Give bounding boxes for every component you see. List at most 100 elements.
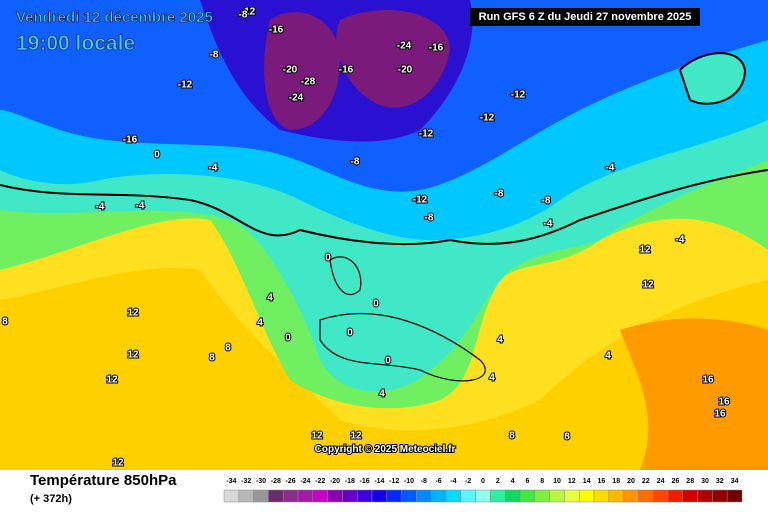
scale-swatch xyxy=(490,489,506,503)
contour-label: 4 xyxy=(497,335,503,346)
scale-swatch xyxy=(564,489,580,503)
scale-label: -34 xyxy=(226,478,236,485)
contour-label: 16 xyxy=(714,409,726,420)
contour-label: 0 xyxy=(385,356,391,367)
scale-label: 32 xyxy=(716,478,724,485)
scale-swatch xyxy=(652,489,669,503)
contour-label: -16 xyxy=(269,25,284,36)
contour-label: -8 xyxy=(239,10,248,21)
contour-label: 0 xyxy=(285,333,291,344)
scale-swatch xyxy=(356,489,373,503)
scale-label: -28 xyxy=(271,478,281,485)
scale-label: 18 xyxy=(612,478,620,485)
scale-label: 20 xyxy=(627,478,635,485)
contour-label: 8 xyxy=(564,432,570,443)
scale-swatch xyxy=(726,489,743,503)
scale-label: -14 xyxy=(374,478,384,485)
contour-label: 12 xyxy=(127,350,139,361)
contour-label: -8 xyxy=(542,196,551,207)
contour-label: 4 xyxy=(267,293,273,304)
contour-label: 0 xyxy=(325,253,331,264)
scale-swatch xyxy=(549,489,565,503)
contour-label: -8 xyxy=(495,189,504,200)
contour-label: 16 xyxy=(718,397,730,408)
scale-label: 4 xyxy=(511,478,515,485)
scale-swatch xyxy=(504,489,521,503)
scale-label: 30 xyxy=(701,478,709,485)
contour-label: -20 xyxy=(283,65,298,76)
contour-label: -12 xyxy=(419,129,434,140)
scale-swatch xyxy=(578,489,595,503)
scale-label: 14 xyxy=(583,478,591,485)
contour-label: 0 xyxy=(154,150,160,161)
contour-label: -4 xyxy=(544,219,553,230)
lead-time: (+ 372h) xyxy=(30,493,72,505)
contour-label: -4 xyxy=(96,202,105,213)
map-time: 19:00 locale xyxy=(16,32,135,55)
scale-swatch xyxy=(593,489,610,503)
scale-label: -10 xyxy=(404,478,414,485)
scale-label: -26 xyxy=(286,478,296,485)
contour-label: -4 xyxy=(209,163,218,174)
contour-label: 16 xyxy=(702,375,714,386)
map: Run GFS 6 Z du Jeudi 27 novembre 2025 Ve… xyxy=(0,0,768,470)
map-labels: -12-16-12-20-24-16-8-8-20-28-24 -16-12-12… xyxy=(1,6,731,470)
contour-label: -8 xyxy=(425,213,434,224)
contour-label: 12 xyxy=(350,431,362,442)
scale-label: -4 xyxy=(450,478,456,485)
contour-label: -8 xyxy=(210,50,219,61)
contour-label: 12 xyxy=(642,280,654,291)
contour-label: 12 xyxy=(112,458,124,469)
contour-label: 8 xyxy=(209,353,215,364)
scale-label: -6 xyxy=(435,478,441,485)
scale-swatch xyxy=(430,489,447,503)
contour-label: -4 xyxy=(136,201,145,212)
contour-label: -12 xyxy=(241,7,256,18)
scale-label: -8 xyxy=(421,478,427,485)
scale-label: -20 xyxy=(330,478,340,485)
scale-swatch xyxy=(460,489,476,503)
contour-label: -24 xyxy=(289,93,304,104)
scale-label: -32 xyxy=(241,478,251,485)
scale-swatch xyxy=(282,489,299,503)
scale-swatch xyxy=(327,489,343,503)
contour-label: 12 xyxy=(639,245,651,256)
extreme-cold-zone xyxy=(264,10,450,130)
variable-name: Température 850hPa xyxy=(30,472,177,489)
coastline xyxy=(319,256,486,382)
contour-label: 12 xyxy=(311,431,323,442)
contour-label: -12 xyxy=(511,90,526,101)
contour-label: -28 xyxy=(301,77,316,88)
run-info: Run GFS 6 Z du Jeudi 27 novembre 2025 xyxy=(479,11,692,23)
contour-label: 8 xyxy=(509,431,515,442)
contour-label: 0 xyxy=(373,299,379,310)
scale-swatch xyxy=(682,489,698,503)
color-scale: -34 -32 -30 -28 -26 -24 -22 -20 -18 -16 -14 -12 -10-… xyxy=(223,478,743,503)
scale-label: 0 xyxy=(481,478,485,485)
contour-label: -12 xyxy=(480,113,495,124)
contour-label: -12 xyxy=(413,195,428,206)
scale-label: 34 xyxy=(731,478,739,485)
scale-swatch xyxy=(371,489,388,503)
scale-label: 10 xyxy=(553,478,561,485)
scale-swatch xyxy=(312,489,328,503)
hot-zone xyxy=(620,318,768,470)
contour-label: 4 xyxy=(605,351,611,362)
scale-swatch xyxy=(519,489,536,503)
scale-swatch xyxy=(342,489,358,503)
scale-swatch xyxy=(386,489,402,503)
scale-label: -22 xyxy=(315,478,325,485)
scale-label: 22 xyxy=(642,478,650,485)
contour-label: 8 xyxy=(2,317,8,328)
contour-label: -16 xyxy=(429,43,444,54)
scale-label: -24 xyxy=(300,478,310,485)
scale-swatch xyxy=(223,489,240,503)
scale-label: 12 xyxy=(568,478,576,485)
scale-label: -30 xyxy=(256,478,266,485)
scale-swatch xyxy=(268,489,284,503)
scale-swatch xyxy=(445,489,462,503)
scale-swatch xyxy=(534,489,550,503)
contour-label: 8 xyxy=(225,343,231,354)
scale-swatch xyxy=(253,489,269,503)
